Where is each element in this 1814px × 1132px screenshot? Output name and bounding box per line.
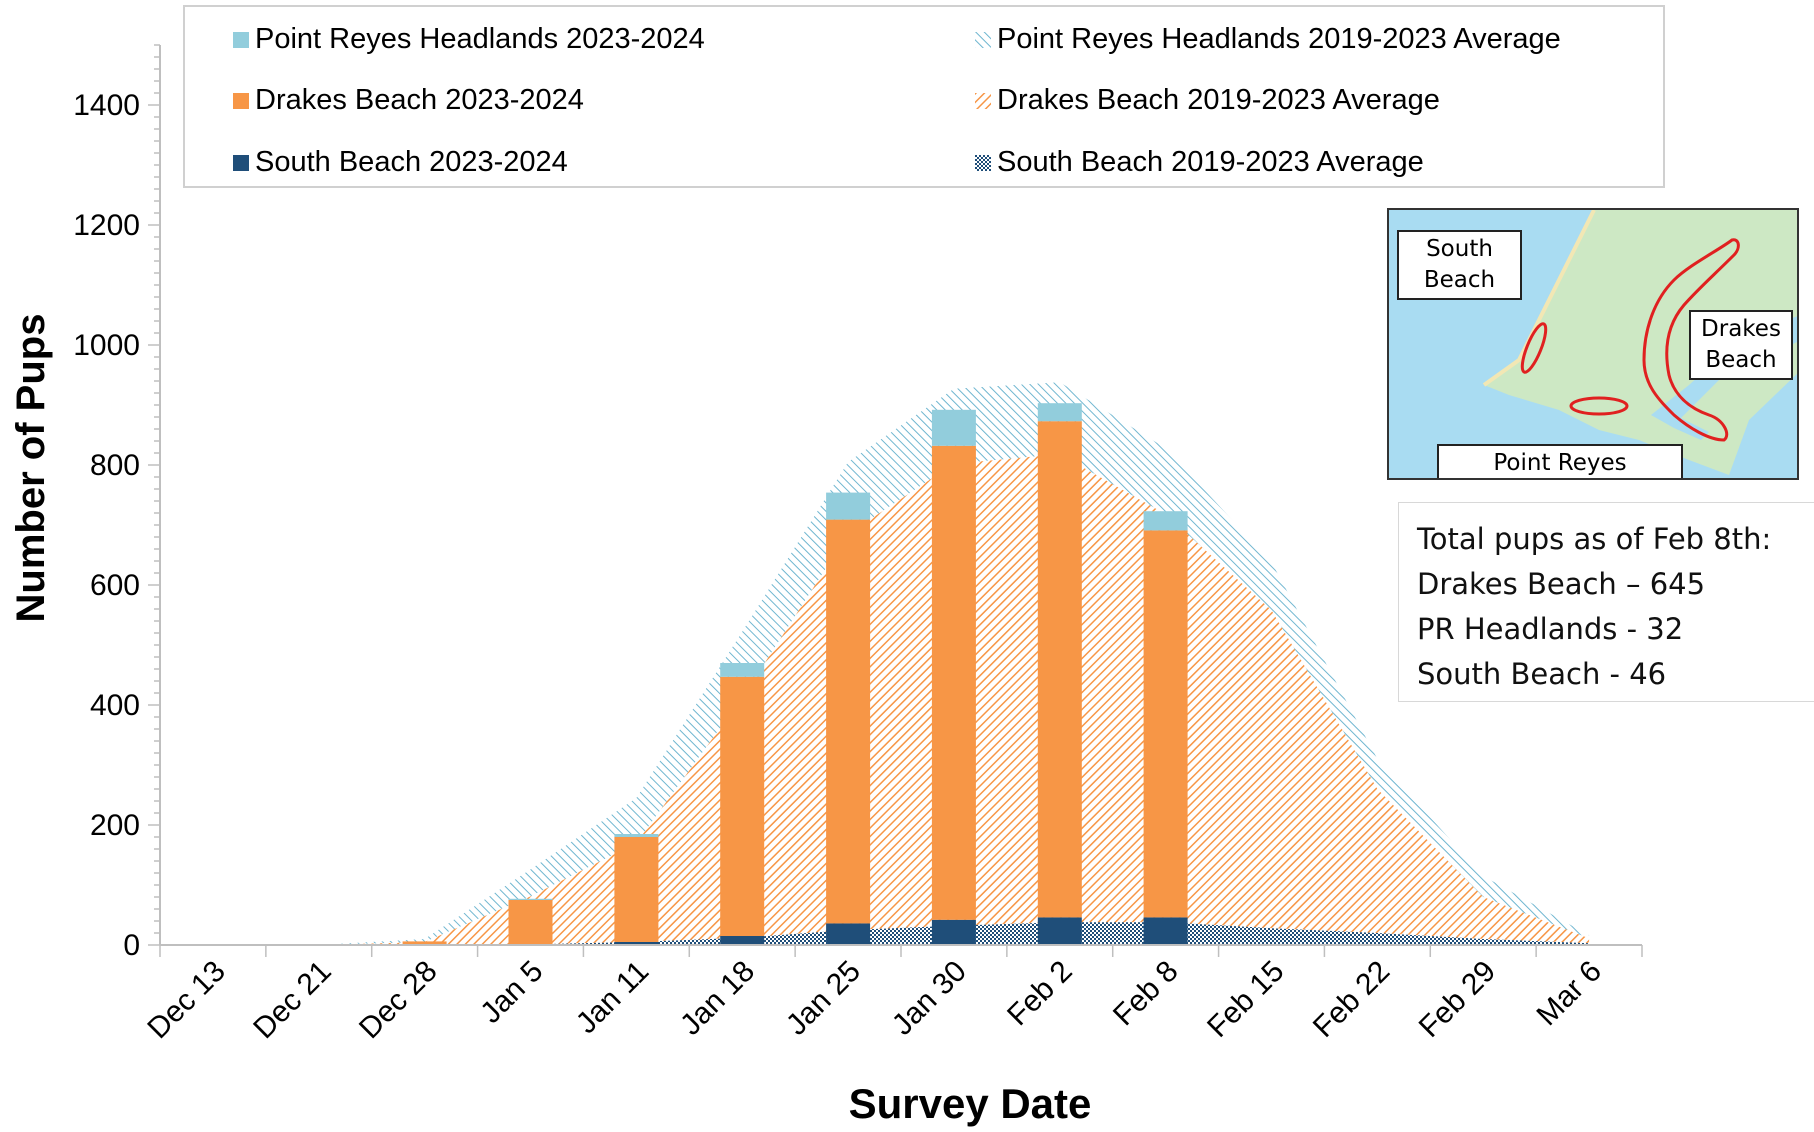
bar-segment: [931, 919, 976, 945]
map-drawing: [1482, 210, 1797, 475]
bar-segment: [826, 519, 871, 924]
y-tick-label: 0: [123, 929, 140, 962]
average-areas: [212, 382, 1590, 945]
x-axis-label: Survey Date: [849, 1080, 1092, 1127]
legend-label: South Beach 2023-2024: [255, 146, 568, 178]
bar-segment: [931, 409, 976, 446]
x-tick-label: Jan 5: [474, 955, 549, 1030]
bar-segment: [614, 942, 659, 945]
totals-note: Total pups as of Feb 8th: Drakes Beach –…: [1398, 502, 1814, 702]
legend-item-south-2023: South Beach 2023-2024: [233, 146, 568, 179]
legend-label: Drakes Beach 2019-2023 Average: [997, 84, 1440, 116]
legend-swatch: [233, 31, 249, 48]
bar-segment: [402, 941, 447, 945]
legend-item-headlands-average: Point Reyes Headlands 2019-2023 Average: [975, 23, 1561, 56]
legend-item-drakes-average: Drakes Beach 2019-2023 Average: [975, 84, 1440, 117]
legend-item-drakes-2023: Drakes Beach 2023-2024: [233, 84, 584, 117]
bar-segment: [614, 837, 659, 942]
bar-segment: [1143, 917, 1188, 945]
bar-segment: [931, 445, 976, 920]
x-tick-label: Mar 6: [1530, 955, 1608, 1033]
bar-segment: [508, 898, 553, 900]
legend: Point Reyes Headlands 2023-2024 Point Re…: [183, 5, 1665, 188]
bar-segment: [1037, 403, 1082, 422]
bar-segment: [1143, 530, 1188, 918]
bar-segment: [614, 834, 659, 837]
x-tick-label: Feb 29: [1413, 955, 1502, 1044]
note-line: Drakes Beach – 645: [1417, 567, 1706, 601]
legend-label: South Beach 2019-2023 Average: [997, 146, 1424, 178]
legend-swatch: [975, 92, 991, 109]
x-tick-label: Dec 13: [141, 955, 232, 1046]
x-tick-label: Feb 15: [1201, 955, 1290, 1044]
average-area-drakes-beach-2019-2023-average: [212, 454, 1590, 945]
legend-swatch: [233, 154, 249, 171]
drakes-beach-outline: [1642, 238, 1740, 442]
legend-label: Drakes Beach 2023-2024: [255, 84, 584, 116]
x-tick-label: Jan 11: [570, 955, 655, 1040]
x-tick-label: Feb 8: [1107, 955, 1185, 1033]
south-beach-outline: [1520, 322, 1548, 374]
legend-label: Point Reyes Headlands 2019-2023 Average: [997, 23, 1561, 55]
note-line: South Beach - 46: [1417, 657, 1667, 691]
bar-segment: [720, 936, 765, 945]
average-area-point-reyes-headlands-2019-2023-average: [212, 382, 1590, 945]
callout-drakes-beach: Drakes Beach: [1689, 310, 1793, 380]
bar-segment: [1037, 917, 1082, 945]
legend-label: Point Reyes Headlands 2023-2024: [255, 23, 705, 55]
x-tick-label: Dec 21: [247, 955, 338, 1046]
x-tick-label: Dec 28: [353, 955, 444, 1046]
bar-segment: [826, 492, 871, 520]
note-line: PR Headlands - 32: [1417, 612, 1684, 646]
x-tick-label: Feb 2: [1001, 955, 1079, 1033]
y-tick-label: 600: [90, 569, 140, 602]
y-tick-label: 400: [90, 689, 140, 722]
legend-swatch: [233, 92, 249, 109]
bar-segment: [720, 676, 765, 936]
average-area-south-beach-2019-2023-average: [212, 922, 1590, 945]
bar-segment: [826, 923, 871, 945]
y-tick-label: 1400: [73, 89, 140, 122]
y-tick-label: 1200: [73, 209, 140, 242]
callout-south-beach: South Beach: [1397, 230, 1522, 300]
bar-segment: [1037, 421, 1082, 918]
y-tick-label: 800: [90, 449, 140, 482]
headlands-outline: [1569, 396, 1629, 416]
callout-point-reyes-headlands: Point Reyes Headlands: [1437, 444, 1683, 478]
y-tick-label: 200: [90, 809, 140, 842]
x-tick-label: Jan 30: [886, 955, 973, 1042]
legend-swatch: [975, 154, 991, 171]
y-axis-label: Number of Pups: [9, 314, 53, 623]
legend-swatch: [975, 31, 991, 48]
bar-segment: [508, 900, 553, 945]
location-map: South Beach Drakes Beach Point Reyes Hea…: [1387, 208, 1799, 480]
x-tick-label: Feb 22: [1307, 955, 1396, 1044]
bar-segment: [720, 663, 765, 677]
legend-item-south-average: South Beach 2019-2023 Average: [975, 146, 1424, 179]
legend-item-headlands-2023: Point Reyes Headlands 2023-2024: [233, 23, 705, 56]
bar-segment: [1143, 511, 1188, 531]
bars: [402, 403, 1188, 945]
x-tick-label: Jan 25: [780, 955, 867, 1042]
x-tick-label: Jan 18: [674, 955, 761, 1042]
note-line: Total pups as of Feb 8th:: [1417, 522, 1772, 556]
y-tick-label: 1000: [73, 329, 140, 362]
